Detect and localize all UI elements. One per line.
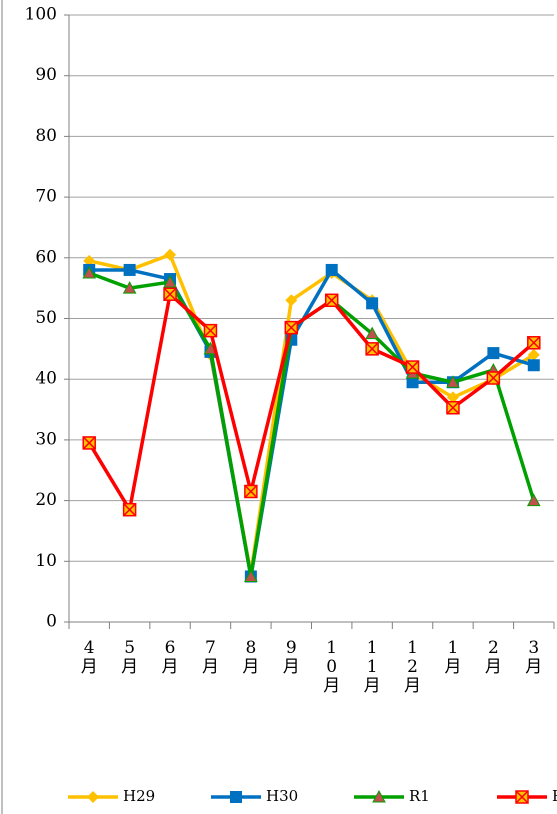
marker (527, 348, 540, 361)
marker-x (244, 484, 258, 499)
legend-item: R1 (354, 787, 430, 805)
marker-x (406, 360, 420, 374)
y-tick-label: 0 (46, 612, 57, 632)
legend-item: H30 (211, 787, 298, 805)
y-tick-label: 100 (25, 5, 57, 25)
marker (515, 790, 529, 804)
marker-x (203, 324, 217, 338)
marker-x (527, 336, 541, 350)
marker (244, 484, 258, 499)
marker (405, 360, 420, 374)
marker-x (446, 401, 460, 415)
marker (163, 287, 177, 301)
marker (526, 493, 541, 507)
y-tick-label: 90 (35, 65, 57, 85)
marker (527, 359, 540, 372)
marker (446, 400, 460, 415)
marker (446, 375, 460, 388)
marker (446, 391, 459, 404)
marker (284, 320, 299, 335)
y-tick-label: 10 (35, 551, 57, 571)
marker-x (123, 503, 137, 517)
marker (244, 569, 258, 582)
series-line (89, 268, 535, 579)
marker-x (163, 287, 177, 301)
marker (486, 371, 501, 385)
legend-label: R2 (552, 787, 557, 805)
marker (285, 294, 298, 307)
marker (164, 248, 177, 261)
marker (324, 293, 339, 308)
marker (123, 263, 136, 276)
marker (203, 323, 218, 338)
marker (83, 254, 96, 267)
marker (406, 376, 419, 389)
marker-x (486, 371, 500, 385)
marker (527, 336, 541, 350)
marker (325, 263, 338, 276)
marker (82, 436, 96, 450)
marker-x (82, 436, 96, 450)
marker-x (365, 342, 379, 356)
y-tick-label: 50 (35, 308, 57, 328)
series-line (88, 253, 535, 576)
marker (487, 347, 500, 360)
y-tick-label: 30 (35, 429, 57, 449)
legend-item: R2 (497, 787, 557, 805)
marker-x (284, 321, 298, 335)
marker-x (515, 790, 529, 804)
marker (372, 789, 386, 803)
marker (230, 791, 242, 803)
legend-label: H30 (266, 787, 298, 805)
marker-x (325, 293, 339, 307)
y-tick-label: 20 (35, 490, 57, 510)
y-tick-label: 60 (35, 247, 57, 267)
marker (365, 342, 379, 356)
legend-label: H29 (123, 787, 155, 805)
y-tick-label: 80 (35, 126, 57, 146)
series-line (87, 292, 535, 512)
marker (87, 791, 99, 803)
marker (365, 326, 379, 340)
y-tick-label: 70 (35, 187, 57, 207)
marker (366, 297, 379, 310)
legend-label: R1 (409, 787, 430, 805)
y-tick-label: 40 (35, 369, 57, 389)
marker (82, 265, 97, 279)
legend-item: H29 (68, 787, 155, 805)
marker (122, 502, 137, 517)
marker (122, 281, 137, 294)
marker (163, 275, 177, 288)
